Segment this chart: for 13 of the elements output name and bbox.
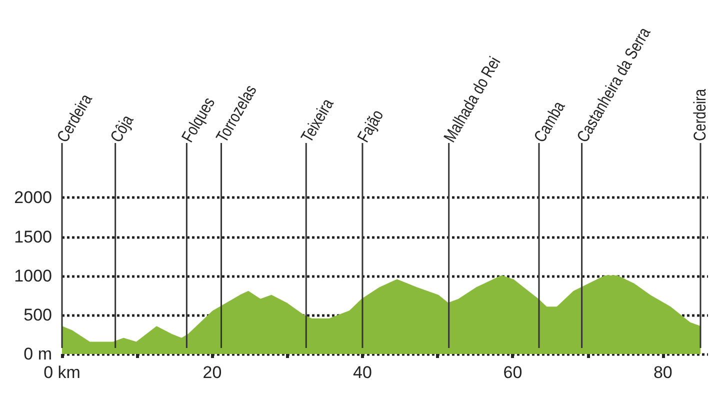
y-tick-label: 1000 [14, 266, 52, 286]
x-tick-label: 80 [653, 363, 672, 382]
x-tick-label: 40 [353, 363, 372, 382]
x-tick-label: 60 [503, 363, 522, 382]
y-tick-label: 500 [24, 305, 52, 324]
x-tick-label: 0 km [44, 363, 80, 382]
ref-line-label: Côja [107, 112, 138, 146]
y-tick-label: 1500 [14, 227, 52, 246]
ref-line-label: Fajão [354, 106, 388, 146]
ref-line-label: Cerdeira [691, 88, 710, 141]
y-tick-label: 2000 [14, 188, 52, 208]
x-tick-label: 20 [202, 363, 222, 382]
y-tick-label: 0 m [24, 344, 52, 364]
